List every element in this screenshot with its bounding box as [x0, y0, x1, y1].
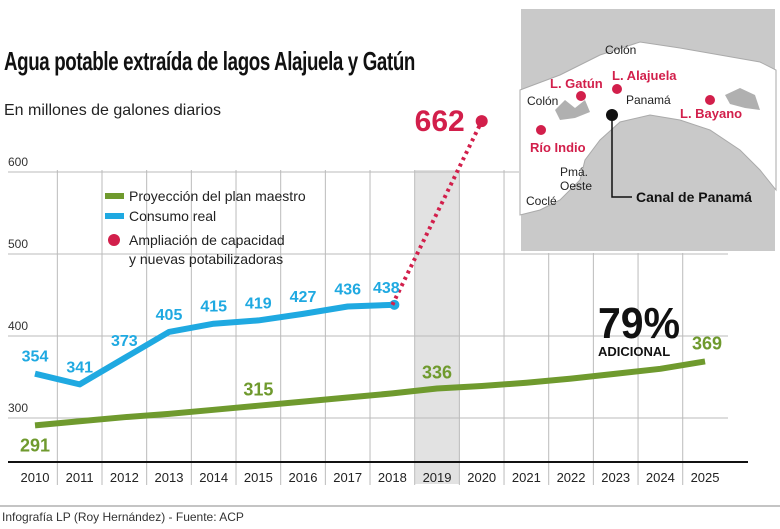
map-label-colon-left: Colón: [527, 94, 558, 108]
x-tick-label: 2018: [378, 470, 407, 485]
series-line-consumo: [34, 301, 393, 388]
map-land: [519, 41, 777, 216]
x-tick-label: 2016: [289, 470, 318, 485]
data-label-consumo: 373: [111, 333, 138, 350]
x-tick-label: 2024: [646, 470, 675, 485]
data-label-proyeccion: 336: [422, 362, 452, 382]
map-label-canal: Canal de Panamá: [636, 189, 752, 205]
data-label-consumo: 436: [334, 281, 361, 298]
data-label-consumo: 415: [200, 299, 227, 316]
legend-label-proyeccion: Proyección del plan maestro: [129, 188, 306, 204]
map-point-l-gat-n: [576, 91, 586, 101]
data-label-consumo: 427: [290, 289, 317, 306]
data-label-consumo: 341: [66, 359, 93, 376]
map-label-pma: Pmá.: [560, 165, 588, 179]
series-point-ampliacion: [475, 115, 488, 128]
y-tick-label: 400: [8, 319, 28, 333]
data-label-proyeccion: 315: [243, 380, 273, 400]
data-label-consumo: 419: [245, 295, 272, 312]
x-tick-label: 2021: [512, 470, 541, 485]
map-label-panama: Panamá: [626, 93, 671, 107]
data-label-proyeccion: 369: [692, 333, 722, 353]
map-label-point: L. Alajuela: [612, 68, 677, 83]
x-tick-label: 2025: [691, 470, 720, 485]
map-point-l-bayano: [705, 95, 715, 105]
x-tick-label: 2017: [333, 470, 362, 485]
x-tick-label: 2015: [244, 470, 273, 485]
data-label-consumo: 405: [156, 307, 183, 324]
series-line-proyeccion: [34, 358, 706, 429]
map-label-cocle: Coclé: [526, 194, 557, 208]
x-tick-label: 2013: [155, 470, 184, 485]
map-point-l-alajuela: [612, 84, 622, 94]
legend-label-ampliacion: Ampliación de capacidad: [129, 232, 285, 248]
map-leader-line: [611, 115, 632, 198]
annotation-percent: 79%: [598, 299, 680, 348]
x-tick-label: 2023: [601, 470, 630, 485]
data-label-ampliacion: 662: [415, 105, 465, 138]
map-label-point: L. Gatún: [550, 76, 603, 91]
data-label-consumo: 354: [22, 349, 49, 366]
x-tick-label: 2019: [423, 470, 452, 485]
map-lake-gatun: [555, 100, 590, 120]
data-label-consumo: 438: [373, 280, 400, 297]
map-label-point: Río Indio: [530, 140, 586, 155]
x-tick-label: 2020: [467, 470, 496, 485]
y-tick-label: 500: [8, 237, 28, 251]
y-tick-label: 600: [8, 155, 28, 169]
x-tick-label: 2014: [199, 470, 228, 485]
map-label-point: L. Bayano: [680, 106, 742, 121]
legend-swatch-ampliacion: [108, 234, 120, 246]
chart-subtitle: En millones de galones diarios: [4, 102, 222, 119]
map-lake-bayano: [725, 88, 760, 110]
legend-label-consumo: Consumo real: [129, 208, 216, 224]
x-tick-label: 2022: [557, 470, 586, 485]
footer-credit: Infografía LP (Roy Hernández) - Fuente: …: [2, 510, 244, 524]
x-tick-label: 2010: [21, 470, 50, 485]
series-line-ampliacion: [390, 120, 484, 306]
map-point-r-o-indio: [536, 125, 546, 135]
annotation-text: ADICIONAL: [598, 344, 670, 359]
x-tick-label: 2012: [110, 470, 139, 485]
y-tick-label: 300: [8, 401, 28, 415]
chart-title: Agua potable extraída de lagos Alajuela …: [4, 46, 415, 76]
data-label-proyeccion: 291: [20, 435, 50, 455]
x-tick-label: 2011: [66, 470, 94, 485]
map-label-colon-top: Colón: [605, 43, 636, 57]
legend-label-ampliacion-2: y nuevas potabilizadoras: [129, 251, 283, 267]
highlight-column: [415, 170, 460, 484]
map-label-oeste: Oeste: [560, 179, 592, 193]
